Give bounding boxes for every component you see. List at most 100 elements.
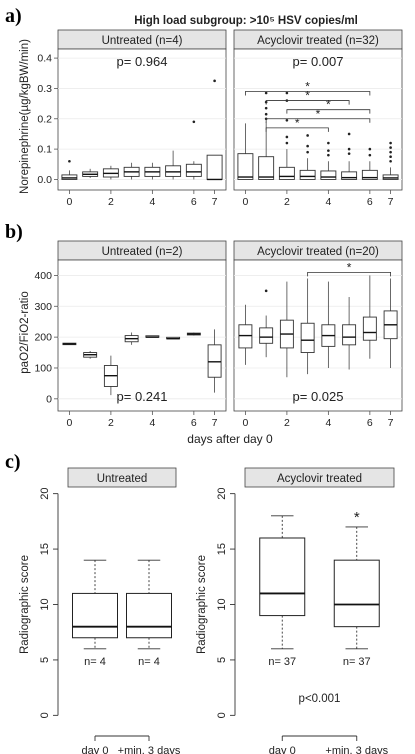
- sig-bracket-a-3: [265, 118, 371, 123]
- box-body: [361, 169, 378, 180]
- facet-strip-label-b-0: Untreated (n=2): [102, 246, 183, 258]
- box-b-0-4: [145, 335, 160, 338]
- outlier-b-1-0: [264, 289, 268, 293]
- n-label-c-1-0: n= 37: [268, 656, 296, 668]
- box-body: [238, 324, 253, 349]
- x-tick-label-c-0-1: +min. 3 days: [118, 745, 181, 754]
- facet-strip-c-1: [244, 467, 395, 488]
- box-b-1-6: [362, 275, 377, 359]
- p-value-a-0: p= 0.964: [117, 54, 168, 69]
- box-a-1-4: [320, 161, 337, 180]
- outlier-a-1-2: [264, 106, 268, 110]
- y-tick-label-a-0: 0.0: [37, 174, 52, 186]
- box-body: [299, 169, 316, 180]
- box-a-1-2: [278, 149, 295, 180]
- box-body: [259, 537, 306, 617]
- n-label-c-0-0: n= 4: [84, 656, 106, 668]
- box-body: [237, 153, 254, 180]
- y-axis-title-a: Norepinephrine(µg/kgBW/min): [19, 39, 31, 194]
- y-tick-label-c-0-3: 15: [39, 543, 51, 555]
- box-b-1-2: [279, 281, 294, 378]
- x-tick-label-b-0-3: 6: [191, 417, 197, 429]
- facet-strip-label-a-1: Acyclovir treated (n=32): [257, 35, 379, 47]
- box-a-1-3: [299, 158, 316, 180]
- x-tick-label-b-1-0: 0: [242, 417, 248, 429]
- box-b-0-7: [207, 329, 222, 393]
- x-tick-label-a-0-2: 4: [149, 196, 155, 208]
- box-a-0-7: [206, 154, 223, 181]
- sig-bracket-a-0: [245, 91, 371, 96]
- box-a-0-0: [61, 170, 78, 180]
- sig-bracket-b-0: [307, 271, 391, 277]
- sig-star-a-4: *: [295, 116, 300, 130]
- x-tick-label-b-1-2: 4: [325, 417, 331, 429]
- outlier-a-1-4: [264, 91, 268, 95]
- n-label-c-0-1: n= 4: [138, 656, 160, 668]
- box-b-0-5: [166, 336, 181, 340]
- panel-letter-c: c): [5, 451, 21, 473]
- x-tick-label-a-0-4: 7: [212, 196, 218, 208]
- box-b-1-7: [383, 278, 398, 368]
- outlier-a-0-0: [68, 159, 71, 163]
- x-tick-label-c-1-1: +min. 3 days: [325, 745, 388, 754]
- sig-star-a-0: *: [305, 79, 310, 93]
- outlier-a-1-22: [389, 155, 392, 158]
- box-a-0-1: [82, 168, 99, 178]
- box-body: [207, 344, 222, 378]
- box-b-0-1: [83, 351, 98, 359]
- outlier-a-1-14: [327, 149, 330, 152]
- y-tick-label-c-1-3: 15: [216, 543, 228, 555]
- x-tick-label-b-0-1: 2: [108, 417, 114, 429]
- box-c-1-0: [259, 515, 306, 650]
- y-axis-title-b: paO2/FiO2-ratio: [19, 291, 31, 373]
- outlier-a-0-2: [213, 79, 216, 83]
- box-body: [126, 592, 172, 639]
- box-b-1-4: [321, 281, 336, 368]
- y-tick-label-c-0-0: 0: [39, 712, 51, 718]
- y-tick-label-b-1: 100: [34, 362, 52, 374]
- box-b-1-0: [238, 304, 253, 365]
- sig-star-a-1: *: [305, 89, 310, 103]
- outlier-a-1-1: [264, 112, 268, 116]
- box-body: [320, 170, 337, 180]
- box-a-1-6: [361, 161, 378, 180]
- p-value-c-1: p<0.001: [299, 693, 341, 705]
- box-body: [342, 324, 357, 346]
- box-body: [206, 154, 223, 180]
- box-body: [333, 559, 380, 628]
- outlier-a-1-19: [368, 153, 372, 157]
- y-tick-label-b-3: 300: [34, 301, 52, 313]
- x-tick-label-a-0-0: 0: [66, 196, 72, 208]
- x-tick-label-a-0-3: 6: [191, 196, 197, 208]
- x-tick-label-b-0-4: 7: [212, 417, 218, 429]
- box-a-1-0: [237, 123, 254, 180]
- y-tick-label-c-1-2: 10: [216, 598, 228, 610]
- facet-strip-label-c-0: Untreated: [97, 473, 148, 485]
- box-a-0-2: [102, 165, 119, 180]
- x-tick-label-a-0-1: 2: [108, 196, 114, 208]
- n-label-c-1-1: n= 37: [343, 656, 371, 668]
- outlier-a-1-6: [285, 135, 289, 139]
- box-body: [72, 592, 118, 639]
- box-body: [362, 316, 377, 341]
- box-b-0-6: [186, 332, 201, 336]
- box-b-1-1: [259, 315, 274, 358]
- box-body: [259, 327, 274, 344]
- box-a-0-4: [144, 162, 161, 180]
- outlier-a-1-12: [306, 134, 309, 137]
- x-axis-title-days: days after day 0: [187, 432, 273, 446]
- outlier-a-1-13: [327, 153, 330, 157]
- box-b-1-5: [342, 297, 357, 370]
- facet-strip-label-c-1: Acyclovir treated: [277, 473, 362, 485]
- box-c-0-1: [126, 559, 172, 650]
- box-body: [382, 174, 399, 180]
- box-b-0-3: [124, 332, 139, 345]
- y-tick-label-b-2: 200: [34, 332, 52, 344]
- box-b-0-0: [62, 342, 77, 346]
- sig-star-b-0: *: [347, 260, 352, 274]
- x-tick-label-b-1-1: 2: [284, 417, 290, 429]
- panel-letter-b: b): [5, 221, 23, 243]
- outlier-a-1-23: [389, 150, 392, 154]
- x-tick-label-c-0-0: day 0: [82, 745, 109, 754]
